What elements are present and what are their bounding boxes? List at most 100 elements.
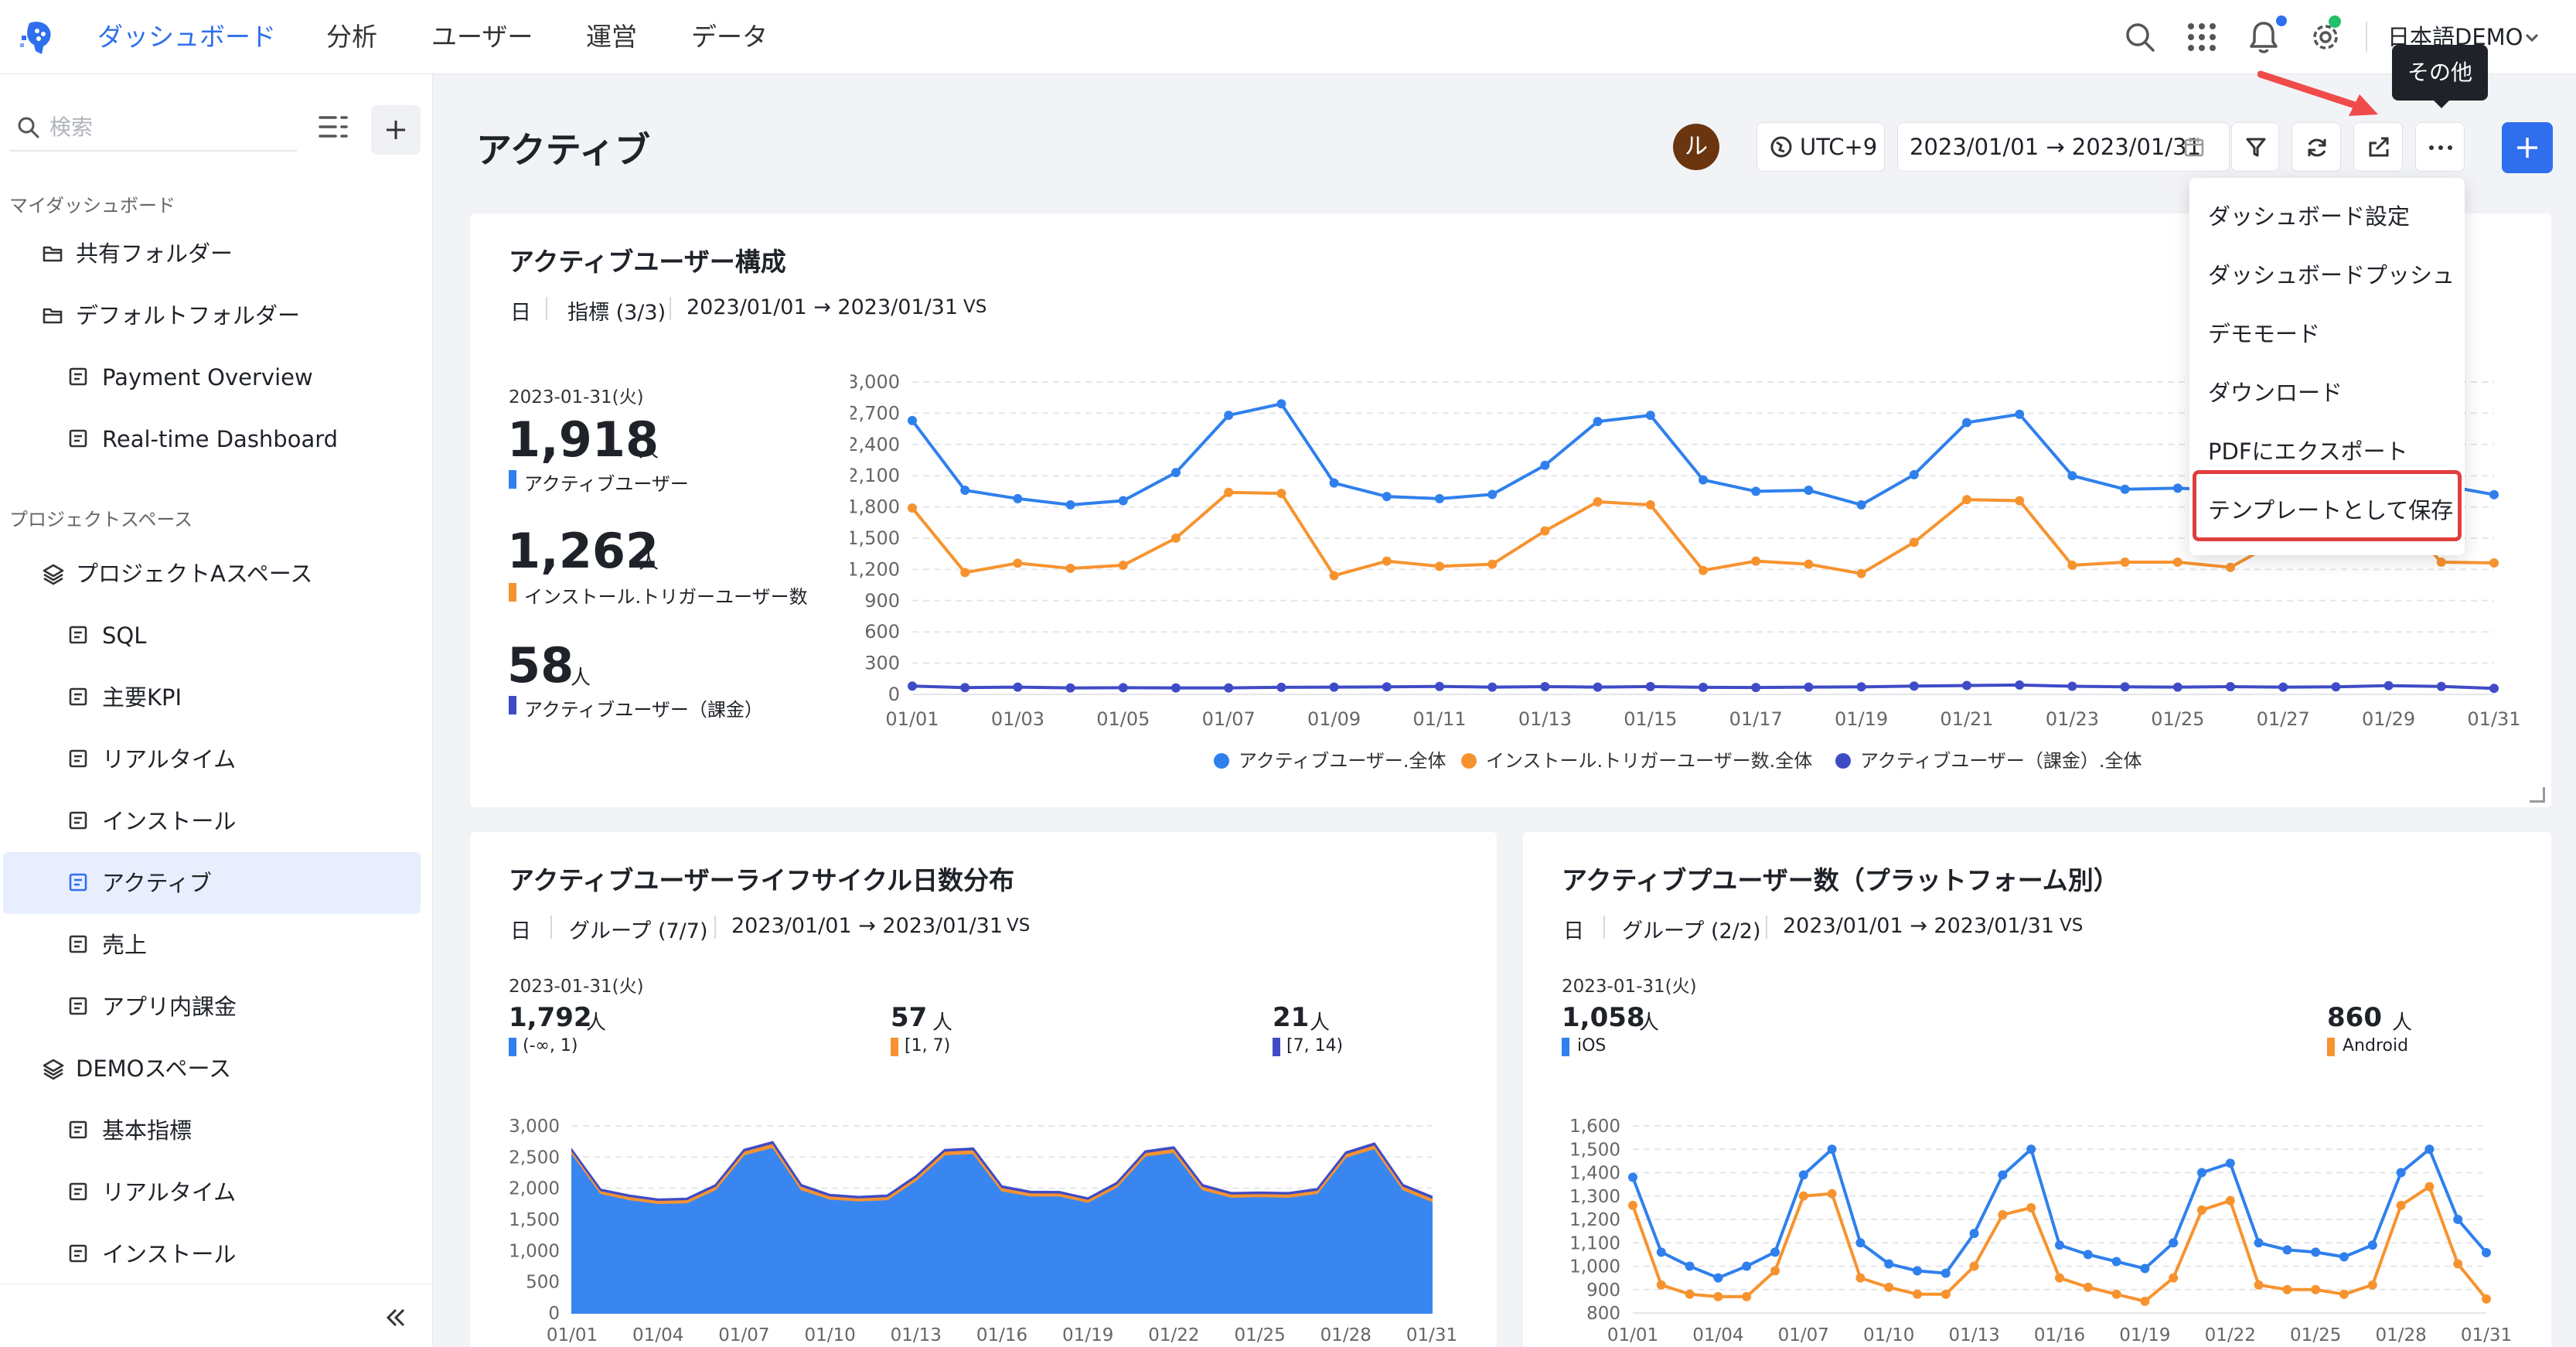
sidebar-item[interactable]: リアルタイム <box>3 1161 421 1223</box>
compare-toggle[interactable]: VS <box>1007 916 1031 936</box>
settings-icon[interactable] <box>2309 20 2343 54</box>
bell-icon[interactable] <box>2247 20 2281 54</box>
data-point <box>2197 1168 2206 1178</box>
collapse-sidebar-icon[interactable] <box>382 1304 410 1332</box>
data-point <box>1770 1247 1780 1257</box>
legend-marker <box>891 1038 898 1056</box>
search-icon[interactable] <box>2123 20 2157 54</box>
y-tick-label: 2,500 <box>509 1148 560 1168</box>
tooltip-arrow <box>2432 99 2451 108</box>
series-line <box>1631 1146 2488 1280</box>
sidebar-item[interactable]: DEMOスペース <box>3 1038 421 1100</box>
apps-icon[interactable] <box>2185 20 2219 54</box>
menu-item[interactable]: PDFにエクスポート <box>2208 438 2408 465</box>
sidebar-item[interactable]: アプリ内課金 <box>3 976 421 1038</box>
date-range-label: 2023/01/01 → 2023/01/31 <box>1910 134 2202 160</box>
sidebar-item[interactable]: リアルタイム <box>3 728 421 790</box>
sidebar-item[interactable]: インストール <box>3 790 421 852</box>
add-dashboard-button[interactable] <box>371 105 421 155</box>
dashboard-icon <box>68 428 88 448</box>
data-point <box>1382 682 1392 692</box>
sidebar-item[interactable]: 共有フォルダー <box>3 223 421 285</box>
sidebar-item[interactable]: 売上 <box>3 914 421 976</box>
filter-button[interactable] <box>2231 122 2279 172</box>
more-button[interactable] <box>2415 122 2465 172</box>
sidebar-item[interactable]: デフォルトフォルダー <box>3 285 421 346</box>
plus-icon <box>2517 138 2537 158</box>
data-point <box>1998 1170 2008 1180</box>
notification-dot <box>2276 15 2287 26</box>
timezone-label: UTC+9 <box>1800 134 1878 160</box>
sidebar-item[interactable]: インストール <box>3 1223 421 1285</box>
layers-icon <box>42 1058 65 1081</box>
data-point <box>1884 1282 1894 1292</box>
sidebar-item[interactable]: 主要KPI <box>3 667 421 728</box>
logo-icon[interactable] <box>19 19 57 57</box>
menu-item[interactable]: テンプレートとして保存 <box>2208 497 2454 523</box>
sidebar-item[interactable]: プロジェクトAスペース <box>3 543 421 605</box>
date-range-picker[interactable] <box>1897 122 2230 172</box>
nav-users[interactable]: ユーザー <box>431 22 533 52</box>
nav-analysis[interactable]: 分析 <box>326 22 377 52</box>
resize-handle[interactable] <box>2530 787 2545 803</box>
data-point <box>960 683 970 693</box>
refresh-button[interactable] <box>2291 122 2341 172</box>
y-tick-label: 2,000 <box>509 1179 560 1199</box>
x-tick-label: 01/22 <box>2205 1325 2256 1345</box>
chevron-down-icon[interactable] <box>2523 29 2540 46</box>
sidebar-search[interactable] <box>9 102 297 152</box>
add-chart-button[interactable] <box>2502 122 2553 173</box>
legend-marker <box>2327 1038 2335 1056</box>
nav-dashboard[interactable]: ダッシュボード <box>97 22 276 52</box>
data-point <box>1628 1200 1637 1210</box>
y-tick-label: 1,000 <box>509 1241 560 1261</box>
data-point <box>1171 468 1181 478</box>
x-tick-label: 01/28 <box>1320 1325 1371 1345</box>
group-selector[interactable]: グループ (7/7) <box>569 919 708 943</box>
compare-toggle[interactable]: VS <box>2060 916 2084 936</box>
date-range[interactable]: 2023/01/01 → 2023/01/31 <box>687 295 959 319</box>
share-button[interactable] <box>2353 122 2403 172</box>
data-point <box>2015 409 2025 419</box>
metric-selector[interactable]: 指標 (3/3) <box>567 301 666 325</box>
data-point <box>1909 469 1919 479</box>
time-unit[interactable]: 日 <box>1563 919 1584 943</box>
search-input[interactable] <box>49 111 281 142</box>
data-point <box>1856 500 1866 510</box>
time-unit[interactable]: 日 <box>510 301 531 325</box>
data-point <box>2311 1284 2321 1294</box>
nav-operations[interactable]: 運営 <box>586 22 637 52</box>
timezone-button[interactable] <box>1757 122 1885 172</box>
legend-marker <box>509 583 516 602</box>
date-range[interactable]: 2023/01/01 → 2023/01/31 <box>731 914 1003 938</box>
x-tick-label: 01/03 <box>991 708 1044 730</box>
sidebar-item[interactable]: SQL <box>3 605 421 667</box>
sidebar-item-label: リアルタイム <box>102 746 237 772</box>
sidebar-item[interactable]: 基本指標 <box>3 1100 421 1161</box>
x-tick-label: 01/28 <box>2375 1325 2426 1345</box>
compare-toggle[interactable]: VS <box>963 297 987 317</box>
y-tick-label: 600 <box>864 621 900 643</box>
list-sort-icon[interactable] <box>315 110 351 145</box>
data-point <box>1656 1280 1666 1290</box>
date-range[interactable]: 2023/01/01 → 2023/01/31 <box>1783 914 2055 938</box>
sidebar-item[interactable]: アクティブ <box>3 852 421 914</box>
sidebar-item[interactable]: Real-time Dashboard <box>3 408 421 470</box>
avatar[interactable]: ル <box>1673 124 1719 170</box>
time-unit[interactable]: 日 <box>510 919 531 943</box>
group-selector[interactable]: グループ (2/2) <box>1622 919 1761 943</box>
x-tick-label: 01/25 <box>1234 1325 1285 1345</box>
menu-item[interactable]: ダッシュボードプッシュ <box>2208 262 2455 288</box>
menu-item[interactable]: ダウンロード <box>2208 380 2343 406</box>
stat-unit: 人 <box>2392 1011 2413 1035</box>
menu-item[interactable]: デモモード <box>2208 321 2321 347</box>
sidebar-item[interactable]: Payment Overview <box>3 346 421 408</box>
nav-data[interactable]: データ <box>691 22 768 52</box>
menu-item[interactable]: ダッシュボード設定 <box>2208 203 2411 230</box>
data-point <box>1645 500 1655 510</box>
y-tick-label: 1,100 <box>1569 1233 1620 1253</box>
data-point <box>2282 1284 2292 1294</box>
data-point <box>1941 1289 1951 1299</box>
lifecycle-area-chart: 0 500 1,000 1,500 2,000 2,500 3,000 01/01 01/04 0… <box>509 1117 1457 1345</box>
